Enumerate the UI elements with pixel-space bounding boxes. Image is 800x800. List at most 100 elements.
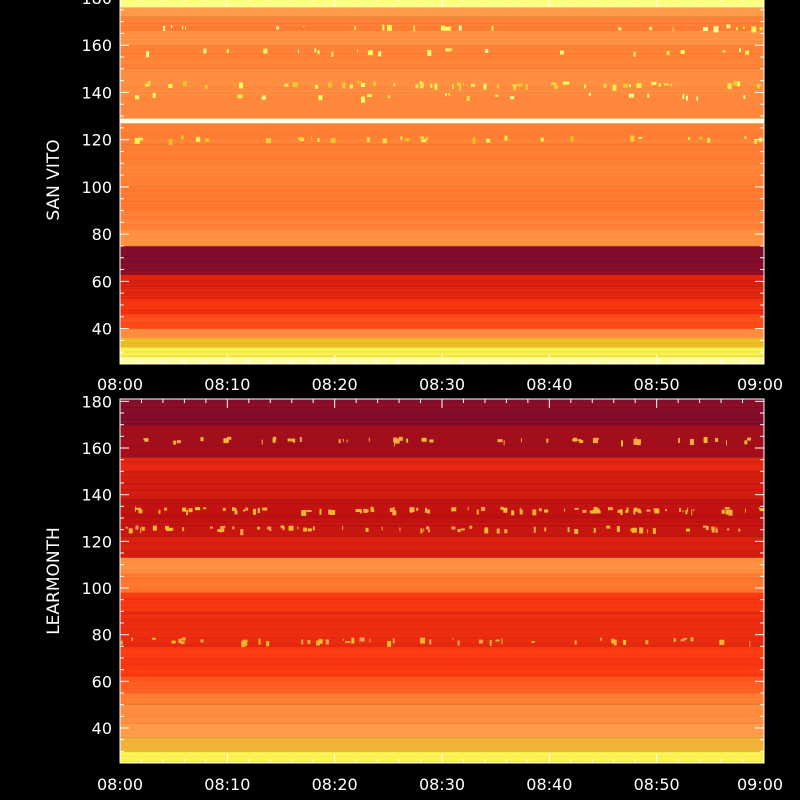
burst-speck: [151, 637, 156, 640]
spectrum-channel-line: [120, 313, 764, 315]
burst-speck: [666, 50, 670, 55]
burst-speck: [749, 641, 751, 648]
burst-speck: [234, 510, 238, 515]
burst-speck: [144, 438, 149, 442]
burst-speck: [243, 509, 246, 512]
spectrum-channel-line: [120, 265, 764, 267]
burst-speck: [312, 526, 315, 531]
spectrum-channel-line: [120, 243, 764, 245]
spectrum-channel-line: [120, 493, 764, 495]
burst-speck: [572, 437, 577, 442]
burst-speck: [713, 26, 719, 33]
burst-speck: [314, 48, 317, 53]
burst-speck: [525, 84, 528, 91]
burst-speck: [226, 49, 229, 54]
burst-speck: [138, 509, 143, 514]
spectrum-channel-line: [120, 533, 764, 535]
spectrum-channel-line: [120, 641, 764, 643]
burst-speck: [359, 637, 365, 642]
spectrum-channel-line: [120, 336, 764, 338]
burst-speck: [128, 528, 133, 534]
burst-speck: [205, 138, 210, 143]
burst-speck: [425, 507, 428, 513]
spectrum-channel-line: [120, 59, 764, 61]
spectrum-channel-line: [120, 53, 764, 55]
burst-speck: [682, 510, 684, 513]
spectrum-channel-line: [120, 629, 764, 631]
burst-speck: [125, 526, 128, 529]
spectrum-channel-line: [120, 200, 764, 202]
burst-speck: [444, 26, 450, 31]
burst-speck: [180, 641, 185, 645]
spectrum-channel-line: [120, 179, 764, 181]
burst-speck: [317, 137, 320, 142]
burst-speck: [373, 81, 377, 86]
burst-speck: [325, 639, 329, 645]
spectrum-channel-line: [120, 74, 764, 76]
spectrum-channel-line: [120, 318, 764, 320]
spectrum-channel-line: [120, 324, 764, 326]
burst-speck: [389, 508, 393, 513]
burst-speck: [504, 135, 508, 141]
burst-speck: [152, 525, 157, 531]
spectrum-channel-line: [120, 751, 764, 753]
burst-speck: [504, 529, 508, 534]
spectrum-channel-line: [120, 259, 764, 261]
burst-speck: [562, 81, 566, 85]
burst-speck: [163, 25, 166, 31]
burst-speck: [472, 137, 476, 144]
spectrum-channel-line: [120, 80, 764, 82]
spectrum-channel-line: [120, 303, 764, 305]
burst-speck: [483, 83, 487, 90]
spectrum-channel-line: [120, 322, 764, 324]
burst-speck: [630, 95, 634, 98]
spectrum-channel-line: [120, 611, 764, 613]
burst-speck: [427, 509, 431, 514]
burst-speck: [567, 527, 570, 533]
y-tick-label: 80: [92, 626, 112, 645]
burst-speck: [719, 639, 725, 645]
spectrum-band: [120, 274, 764, 287]
burst-speck: [168, 139, 173, 146]
spectrum-channel-line: [120, 116, 764, 118]
x-tick-label: 08:10: [204, 375, 250, 394]
spectrum-channel-line: [120, 527, 764, 529]
burst-speck: [427, 529, 430, 533]
burst-speck: [636, 83, 642, 89]
burst-speck: [288, 525, 294, 531]
spectrum-channel-line: [120, 432, 764, 434]
spectrum-channel-line: [120, 269, 764, 271]
spectrum-channel-line: [120, 15, 764, 17]
spectrum-channel-line: [120, 61, 764, 63]
spectrum-channel-line: [120, 175, 764, 177]
burst-speck: [538, 508, 542, 512]
burst-speck: [301, 639, 304, 645]
burst-speck: [387, 24, 393, 31]
burst-speck: [612, 84, 617, 91]
burst-speck: [393, 83, 396, 87]
spectrum-channel-line: [120, 563, 764, 565]
spectrum-band: [120, 693, 764, 705]
spectrum-channel-line: [120, 578, 764, 579]
burst-speck: [346, 439, 348, 443]
burst-speck: [687, 507, 689, 512]
burst-speck: [371, 508, 375, 512]
burst-speck: [478, 639, 483, 644]
spectrum-channel-line: [120, 290, 764, 292]
spectrum-channel-line: [120, 92, 764, 94]
burst-speck: [318, 638, 323, 644]
burst-speck: [227, 437, 230, 443]
spectrum-channel-line: [120, 519, 764, 521]
burst-speck: [357, 81, 363, 84]
burst-speck: [303, 25, 305, 28]
burst-speck: [682, 637, 687, 640]
spectrum-channel-line: [120, 454, 764, 456]
burst-speck: [458, 25, 462, 31]
burst-speck: [620, 509, 623, 516]
spectrum-channel-line: [120, 672, 764, 674]
spectrum-channel-line: [120, 413, 764, 414]
burst-speck: [263, 48, 268, 54]
x-tick-label: 08:40: [526, 375, 572, 394]
burst-speck: [223, 438, 229, 444]
